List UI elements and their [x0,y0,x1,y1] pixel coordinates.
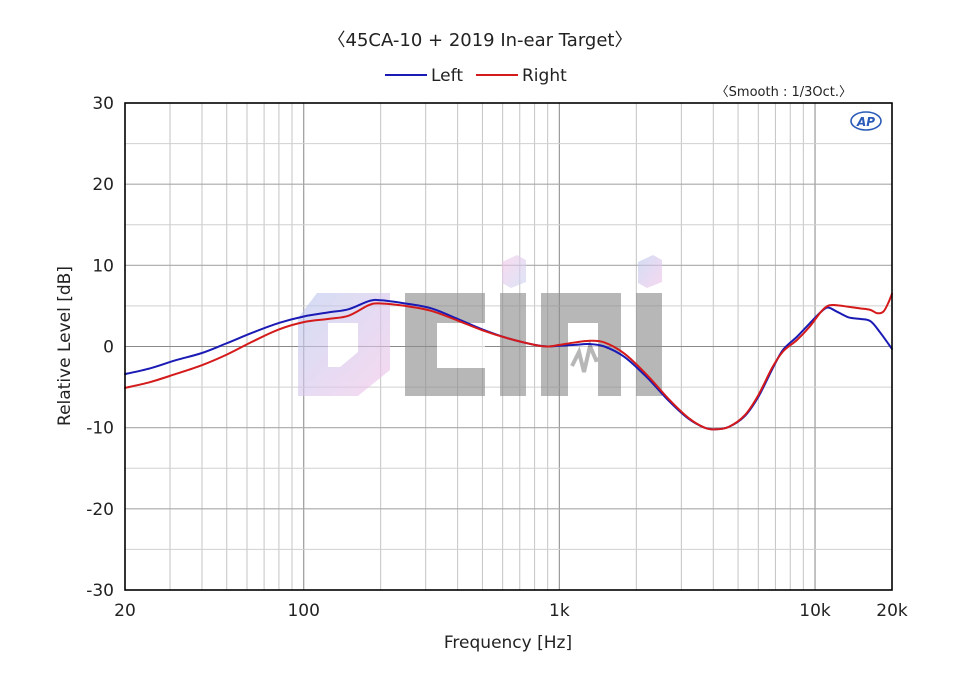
chart-title: 〈45CA-10 + 2019 In-ear Target〉 [328,30,633,51]
y-tick-label: -30 [86,581,114,601]
y-tick-labels: 30 20 10 0 -10 -20 -30 [86,94,114,601]
ap-brand-text: AP [856,115,875,129]
smoothing-note: 〈Smooth : 1/3Oct.〉 [716,85,852,100]
legend-label-left: Left [431,66,463,86]
watermark-logo [298,255,662,396]
y-tick-label: 20 [92,175,114,195]
ap-brand-logo: AP [850,111,882,131]
legend: Left Right [385,66,567,86]
series-lines [124,292,893,431]
legend-label-right: Right [522,66,567,86]
y-tick-label: 30 [92,94,114,114]
y-tick-label: -10 [86,419,114,439]
x-tick-labels: 20 100 1k 10k 20k [114,601,908,621]
series-line-right [124,292,893,431]
x-tick-label: 100 [287,601,319,621]
y-tick-label: 0 [103,338,114,358]
x-tick-label: 20k [876,601,908,621]
y-tick-label: -20 [86,500,114,520]
x-tick-label: 20 [114,601,136,621]
x-axis-label: Frequency [Hz] [444,633,572,653]
plot-border [124,102,893,591]
x-tick-label: 1k [549,601,570,621]
y-tick-label: 10 [92,256,114,276]
y-axis-label: Relative Level [dB] [55,266,75,426]
x-tick-label: 10k [799,601,831,621]
